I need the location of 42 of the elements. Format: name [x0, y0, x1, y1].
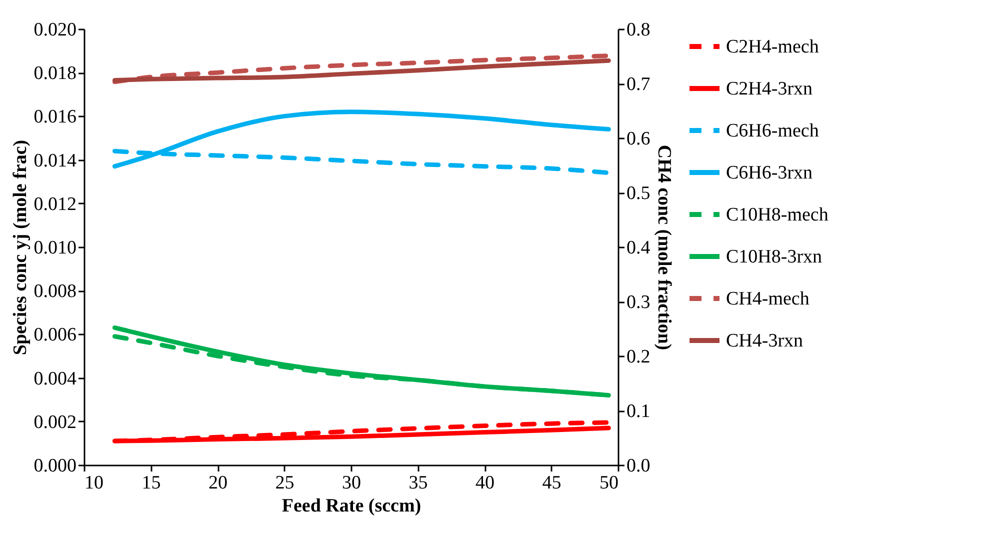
line-series	[112, 58, 611, 82]
y-tick-label: 0.008	[34, 281, 76, 302]
y2-tick-label: 0.6	[626, 128, 650, 150]
y-tick-label: 0.018	[34, 63, 76, 84]
x-tick-label: 45	[542, 472, 562, 494]
y-tick-label: 0.000	[34, 456, 76, 476]
y-axis-title: Species conc yj (mole frac)	[10, 140, 31, 356]
y-tick-label: 0.014	[34, 150, 77, 172]
y-tick-label: 0.016	[34, 106, 76, 128]
y2-tick-label: 0.8	[626, 20, 650, 40]
line-series	[112, 53, 611, 84]
x-tick-label: 20	[208, 472, 228, 494]
x-tick-label: 10	[84, 472, 104, 494]
y2-tick-label: 0.1	[626, 401, 650, 422]
y-tick-label: 0.006	[34, 324, 76, 346]
x-tick-label: 30	[342, 472, 361, 494]
legend-label: C6H6-mech	[726, 120, 820, 142]
legend-label: C10H8-3rxn	[726, 246, 823, 268]
y2-tick-label: 0.2	[626, 346, 650, 368]
y-tick-label: 0.004	[34, 368, 77, 390]
x-tick-label: 25	[275, 472, 294, 494]
y-tick-label: 0.012	[34, 194, 76, 215]
y-tick-label: 0.020	[34, 20, 76, 40]
x-tick-label: 40	[476, 472, 494, 494]
x-tick-label: 50	[600, 472, 618, 494]
legend-label: CH4-3rxn	[726, 330, 804, 352]
y2-tick-label: 0.7	[626, 74, 650, 95]
y2-tick-label: 0.5	[626, 183, 650, 204]
y2-axis-title: CH4 conc (mole fraction)	[653, 144, 674, 350]
legend-label: C2H4-3rxn	[726, 78, 814, 100]
legend-label: CH4-mech	[726, 288, 810, 310]
y2-tick-label: 0.4	[626, 238, 651, 258]
x-axis-title: Feed Rate (sccm)	[282, 496, 422, 516]
legend-label: C10H8-mech	[726, 204, 829, 226]
y-tick-label: 0.010	[34, 238, 76, 258]
legend-label: C2H4-mech	[726, 36, 820, 58]
x-tick-label: 35	[408, 472, 428, 494]
x-tick-label: 15	[142, 472, 161, 494]
y-tick-label: 0.002	[34, 412, 76, 433]
legend-label: C6H6-3rxn	[726, 162, 814, 184]
y2-tick-label: 0.3	[626, 292, 650, 313]
y2-tick-label: 0.0	[626, 456, 650, 476]
